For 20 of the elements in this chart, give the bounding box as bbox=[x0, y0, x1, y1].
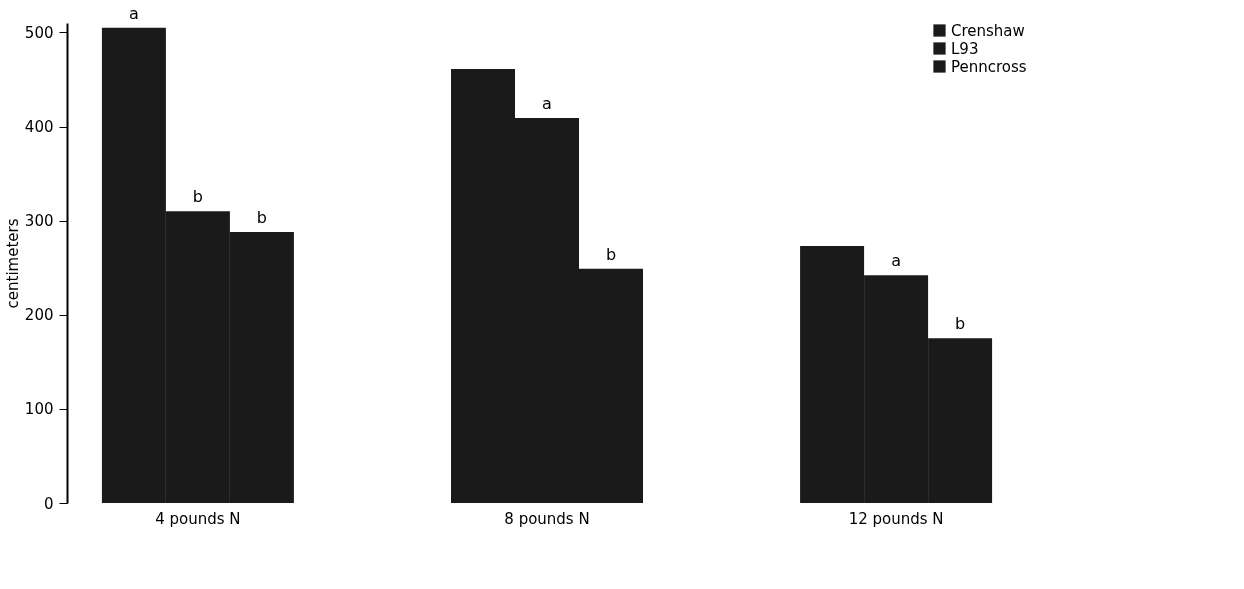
data-label: b bbox=[955, 314, 966, 334]
y-tick-label: 100 bbox=[24, 400, 54, 419]
y-axis-title: centimeters bbox=[3, 218, 22, 309]
y-tick-label: 300 bbox=[24, 212, 54, 231]
legend-label: L93 bbox=[951, 39, 979, 58]
legend-label: Crenshaw bbox=[951, 21, 1025, 40]
x-tick-label: 4 pounds N bbox=[155, 509, 241, 528]
data-label: a bbox=[891, 251, 901, 271]
legend-label: Penncross bbox=[951, 57, 1027, 76]
data-label: b bbox=[192, 187, 203, 207]
y-tick-label: 200 bbox=[24, 306, 54, 325]
data-label: a bbox=[542, 94, 552, 114]
data-label: b bbox=[605, 244, 617, 264]
y-tick-label: 500 bbox=[24, 23, 54, 42]
x-tick-label: 8 pounds N bbox=[504, 509, 590, 528]
y-tick-label: 400 bbox=[24, 118, 54, 137]
data-label: b bbox=[256, 207, 267, 227]
x-tick-label: 12 pounds N bbox=[848, 509, 944, 528]
y-tick-label: 0 bbox=[43, 494, 54, 513]
data-label: a bbox=[129, 3, 139, 23]
